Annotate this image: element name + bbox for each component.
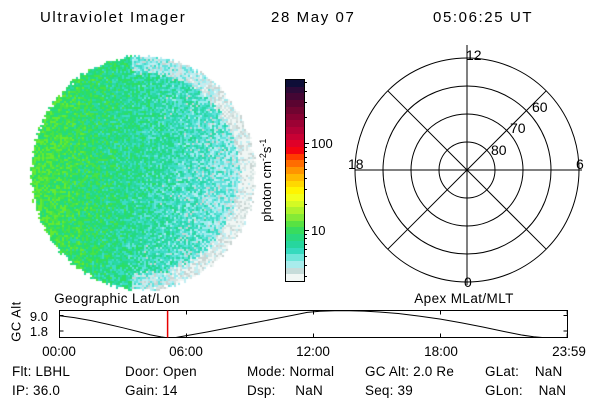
mlt-label-18: 18 bbox=[348, 156, 364, 172]
mlat-label-80: 80 bbox=[491, 142, 507, 158]
colorbar-ticks bbox=[304, 79, 314, 280]
gc-alt-curve bbox=[59, 310, 568, 338]
status-ip: IP: 36.0 bbox=[12, 383, 61, 398]
colorbar-tick-10: 10 bbox=[311, 223, 326, 238]
xtick-2359: 23:59 bbox=[552, 344, 586, 359]
xtick-0000: 00:00 bbox=[42, 344, 76, 359]
xtick-1800: 18:00 bbox=[424, 344, 458, 359]
xtick-1200: 12:00 bbox=[296, 344, 330, 359]
colorbar-unit-label: photon cm-2s-1 bbox=[257, 138, 275, 222]
disk-plot-title: Geographic Lat/Lon bbox=[54, 291, 180, 306]
timeline-frame bbox=[59, 310, 568, 338]
date-label: 28 May 07 bbox=[271, 9, 356, 26]
mlt-label-0: 0 bbox=[464, 274, 472, 290]
app-title: Ultraviolet Imager bbox=[40, 9, 187, 26]
uv-disk-image bbox=[26, 51, 258, 293]
status-seq: Seq: 39 bbox=[365, 383, 413, 398]
status-gc-alt: GC Alt: 2.0 Re bbox=[365, 364, 455, 379]
colorbar bbox=[285, 79, 305, 282]
mlat-label-60: 60 bbox=[532, 99, 548, 115]
timeline-axis-ticks bbox=[59, 310, 568, 338]
status-flt: Flt: LBHL bbox=[12, 364, 71, 379]
ytick-9.0: 9.0 bbox=[29, 309, 48, 324]
polar-grid-plot: 12 18 6 0 80 70 60 bbox=[348, 45, 584, 290]
status-mode: Mode: Normal bbox=[247, 364, 335, 379]
mlt-label-12: 12 bbox=[466, 47, 482, 63]
status-door: Door: Open bbox=[125, 364, 197, 379]
status-glat: GLat: NaN bbox=[485, 364, 563, 379]
status-glon: GLon: NaN bbox=[485, 383, 567, 398]
colorbar-tick-100: 100 bbox=[311, 136, 333, 151]
polar-plot-title: Apex MLat/MLT bbox=[414, 291, 514, 306]
mlt-label-6: 6 bbox=[576, 156, 584, 172]
xtick-0600: 06:00 bbox=[169, 344, 203, 359]
status-dsp: Dsp: NaN bbox=[247, 383, 323, 398]
gc-alt-timeline-plot bbox=[59, 310, 568, 338]
ytick-1.8: 1.8 bbox=[29, 324, 48, 339]
time-label: 05:06:25 UT bbox=[433, 9, 534, 26]
polar-grid-lines bbox=[354, 45, 582, 285]
status-gain: Gain: 14 bbox=[125, 383, 178, 398]
mlat-label-70: 70 bbox=[510, 120, 526, 136]
